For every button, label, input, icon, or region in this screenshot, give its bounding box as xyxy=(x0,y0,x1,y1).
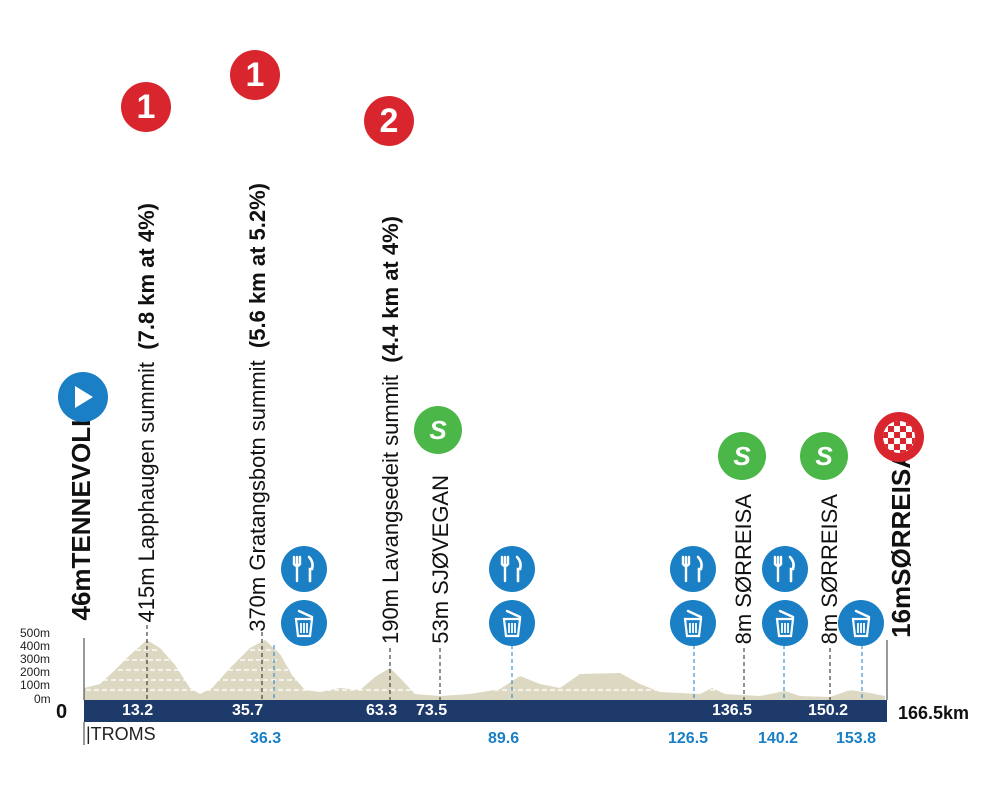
trash-bin-icon xyxy=(670,600,716,646)
fork-knife-icon xyxy=(281,546,327,592)
total-distance: 166.5km xyxy=(898,703,970,723)
finish-label: 16mSØRREISA xyxy=(886,450,916,638)
km-136-5: 136.5 xyxy=(712,702,753,719)
trash-bin-icon xyxy=(838,600,884,646)
alt-200: 200m xyxy=(20,665,51,679)
alt-400: 400m xyxy=(20,639,51,653)
climb-label-lavangsedeit: 190m Lavangsedeit summit (4.4 km at 4%) xyxy=(378,215,403,644)
km-89-6: 89.6 xyxy=(488,730,520,747)
km-35-7: 35.7 xyxy=(232,702,264,719)
alt-0: 0m xyxy=(34,692,51,706)
trash-bin-icon xyxy=(281,600,327,646)
distance-bar xyxy=(84,700,887,722)
climb-label-gratangsbotn: 370m Gratangsbotn summit (5.6 km at 5.2%… xyxy=(245,183,270,632)
km-63-3: 63.3 xyxy=(366,702,398,719)
climb-label-lapphaugen: 415m Lapphaugen summit (7.8 km at 4%) xyxy=(134,202,159,623)
km-140-2: 140.2 xyxy=(758,730,799,747)
alt-100: 100m xyxy=(20,678,51,692)
sprint-icon: S xyxy=(414,406,462,454)
alt-300: 300m xyxy=(20,652,51,666)
checkered-flag-icon xyxy=(874,412,924,462)
sprint-label-sjovegan: 53m SJØVEGAN xyxy=(428,475,453,644)
sprint-label-sorreisa-1: 8m SØRREISA xyxy=(731,493,756,644)
fork-knife-icon xyxy=(762,546,808,592)
cat-1-badge: 1 xyxy=(121,82,171,132)
trash-bin-icon xyxy=(762,600,808,646)
alt-500: 500m xyxy=(20,626,51,640)
km-150-2: 150.2 xyxy=(808,702,849,719)
start-label: 46mTENNEVOLL xyxy=(66,410,96,621)
sprint-icon: S xyxy=(800,432,848,480)
fork-knife-icon xyxy=(489,546,535,592)
trash-bin-icon xyxy=(489,600,535,646)
km-73-5: 73.5 xyxy=(416,702,448,719)
cat-2-badge: 2 xyxy=(364,96,414,146)
sprint-icon: S xyxy=(718,432,766,480)
km-13-2: 13.2 xyxy=(122,702,154,719)
km-153-8: 153.8 xyxy=(836,730,877,747)
km-126-5: 126.5 xyxy=(668,730,709,747)
troms-label: |TROMS xyxy=(86,724,156,744)
zero-label: 0 xyxy=(56,701,68,723)
km-36-3: 36.3 xyxy=(250,730,282,747)
fork-knife-icon xyxy=(670,546,716,592)
cat-1-badge: 1 xyxy=(230,50,280,100)
terrain xyxy=(84,640,885,700)
play-icon xyxy=(58,372,108,422)
